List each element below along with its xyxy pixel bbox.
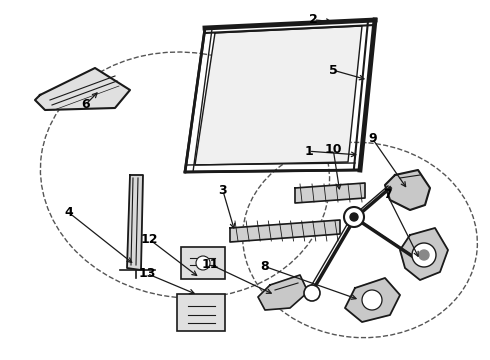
- Text: 11: 11: [202, 258, 220, 271]
- FancyBboxPatch shape: [181, 247, 225, 279]
- Circle shape: [196, 256, 210, 270]
- Text: 10: 10: [324, 143, 342, 156]
- Text: 1: 1: [304, 145, 313, 158]
- Circle shape: [419, 250, 429, 260]
- Text: 3: 3: [219, 184, 227, 197]
- Circle shape: [350, 213, 358, 221]
- Text: 9: 9: [368, 132, 377, 145]
- Polygon shape: [345, 278, 400, 322]
- Polygon shape: [385, 170, 430, 210]
- Polygon shape: [400, 228, 448, 280]
- Text: 12: 12: [141, 233, 158, 246]
- Circle shape: [362, 290, 382, 310]
- Text: 6: 6: [81, 98, 90, 111]
- FancyBboxPatch shape: [177, 294, 225, 331]
- Text: 8: 8: [260, 260, 269, 273]
- Text: 4: 4: [64, 206, 73, 219]
- Text: 5: 5: [329, 64, 338, 77]
- Polygon shape: [258, 275, 308, 310]
- Text: 2: 2: [309, 13, 318, 26]
- Polygon shape: [295, 183, 365, 203]
- Polygon shape: [35, 68, 130, 110]
- Circle shape: [304, 285, 320, 301]
- Polygon shape: [127, 175, 143, 270]
- Polygon shape: [195, 26, 362, 165]
- Circle shape: [412, 243, 436, 267]
- Text: 13: 13: [138, 267, 156, 280]
- Text: 7: 7: [383, 188, 392, 201]
- Polygon shape: [230, 220, 340, 242]
- Circle shape: [344, 207, 364, 227]
